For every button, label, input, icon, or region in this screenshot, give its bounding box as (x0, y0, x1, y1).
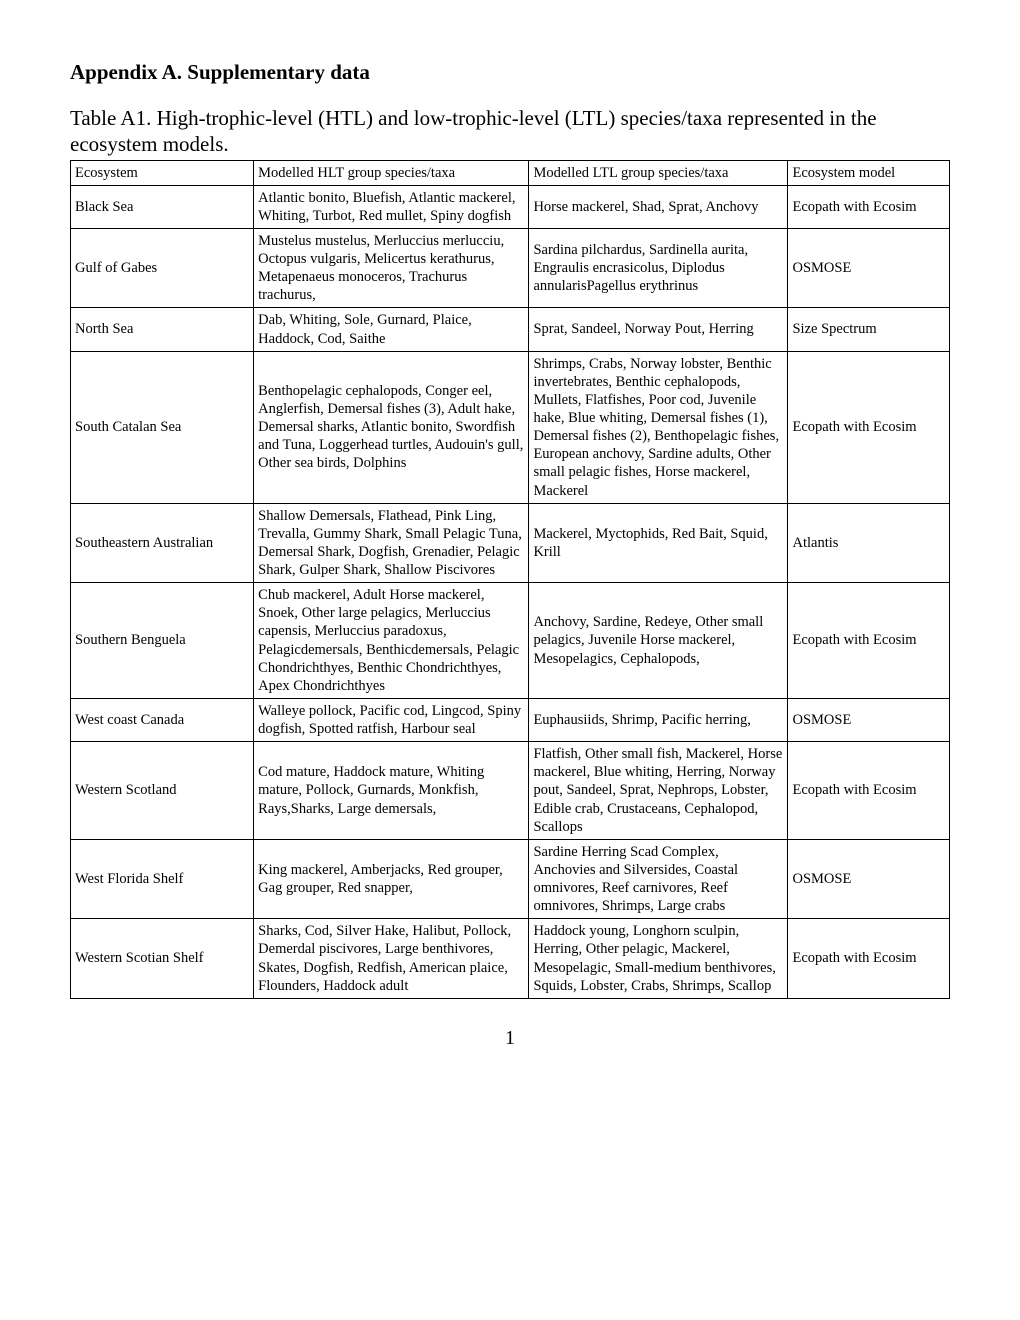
table-row: Black Sea Atlantic bonito, Bluefish, Atl… (71, 185, 950, 228)
cell-ltl: Shrimps, Crabs, Norway lobster, Benthic … (529, 351, 788, 503)
cell-model: OSMOSE (788, 228, 950, 308)
cell-ltl: Anchovy, Sardine, Redeye, Other small pe… (529, 583, 788, 699)
cell-hlt: Chub mackerel, Adult Horse mackerel, Sno… (254, 583, 529, 699)
table-row: West coast Canada Walleye pollock, Pacif… (71, 698, 950, 741)
appendix-heading: Appendix A. Supplementary data (70, 60, 950, 85)
cell-ecosystem: Black Sea (71, 185, 254, 228)
cell-model: Ecopath with Ecosim (788, 742, 950, 840)
table-row: North Sea Dab, Whiting, Sole, Gurnard, P… (71, 308, 950, 351)
table-row: Western Scotian Shelf Sharks, Cod, Silve… (71, 919, 950, 999)
cell-ecosystem: North Sea (71, 308, 254, 351)
col-header-hlt: Modelled HLT group species/taxa (254, 160, 529, 185)
table-header-row: Ecosystem Modelled HLT group species/tax… (71, 160, 950, 185)
cell-ecosystem: West coast Canada (71, 698, 254, 741)
table-caption: Table A1. High-trophic-level (HTL) and l… (70, 105, 950, 158)
cell-ltl: Mackerel, Myctophids, Red Bait, Squid, K… (529, 503, 788, 583)
cell-hlt: King mackerel, Amberjacks, Red grouper, … (254, 839, 529, 919)
cell-hlt: Dab, Whiting, Sole, Gurnard, Plaice, Had… (254, 308, 529, 351)
table-row: West Florida Shelf King mackerel, Amberj… (71, 839, 950, 919)
cell-hlt: Cod mature, Haddock mature, Whiting matu… (254, 742, 529, 840)
table-row: Western Scotland Cod mature, Haddock mat… (71, 742, 950, 840)
cell-ecosystem: West Florida Shelf (71, 839, 254, 919)
table-row: South Catalan Sea Benthopelagic cephalop… (71, 351, 950, 503)
cell-model: Ecopath with Ecosim (788, 583, 950, 699)
cell-ecosystem: Southeastern Australian (71, 503, 254, 583)
table-row: Gulf of Gabes Mustelus mustelus, Merlucc… (71, 228, 950, 308)
cell-ecosystem: Western Scotian Shelf (71, 919, 254, 999)
cell-model: Ecopath with Ecosim (788, 919, 950, 999)
table-row: Southeastern Australian Shallow Demersal… (71, 503, 950, 583)
cell-hlt: Mustelus mustelus, Merluccius merlucciu,… (254, 228, 529, 308)
cell-hlt: Sharks, Cod, Silver Hake, Halibut, Pollo… (254, 919, 529, 999)
cell-hlt: Benthopelagic cephalopods, Conger eel, A… (254, 351, 529, 503)
cell-model: OSMOSE (788, 698, 950, 741)
col-header-model: Ecosystem model (788, 160, 950, 185)
cell-ecosystem: South Catalan Sea (71, 351, 254, 503)
cell-ecosystem: Western Scotland (71, 742, 254, 840)
cell-ltl: Haddock young, Longhorn sculpin, Herring… (529, 919, 788, 999)
cell-ltl: Sardina pilchardus, Sardinella aurita, E… (529, 228, 788, 308)
cell-ltl: Sprat, Sandeel, Norway Pout, Herring (529, 308, 788, 351)
cell-ltl: Flatfish, Other small fish, Mackerel, Ho… (529, 742, 788, 840)
cell-hlt: Walleye pollock, Pacific cod, Lingcod, S… (254, 698, 529, 741)
cell-hlt: Atlantic bonito, Bluefish, Atlantic mack… (254, 185, 529, 228)
cell-ecosystem: Gulf of Gabes (71, 228, 254, 308)
page-number: 1 (70, 1027, 950, 1050)
cell-model: Ecopath with Ecosim (788, 185, 950, 228)
col-header-ecosystem: Ecosystem (71, 160, 254, 185)
cell-model: Size Spectrum (788, 308, 950, 351)
species-table: Ecosystem Modelled HLT group species/tax… (70, 160, 950, 999)
table-row: Southern Benguela Chub mackerel, Adult H… (71, 583, 950, 699)
col-header-ltl: Modelled LTL group species/taxa (529, 160, 788, 185)
cell-ltl: Euphausiids, Shrimp, Pacific herring, (529, 698, 788, 741)
cell-hlt: Shallow Demersals, Flathead, Pink Ling, … (254, 503, 529, 583)
cell-model: OSMOSE (788, 839, 950, 919)
cell-model: Ecopath with Ecosim (788, 351, 950, 503)
cell-ltl: Horse mackerel, Shad, Sprat, Anchovy (529, 185, 788, 228)
cell-model: Atlantis (788, 503, 950, 583)
cell-ltl: Sardine Herring Scad Complex, Anchovies … (529, 839, 788, 919)
cell-ecosystem: Southern Benguela (71, 583, 254, 699)
